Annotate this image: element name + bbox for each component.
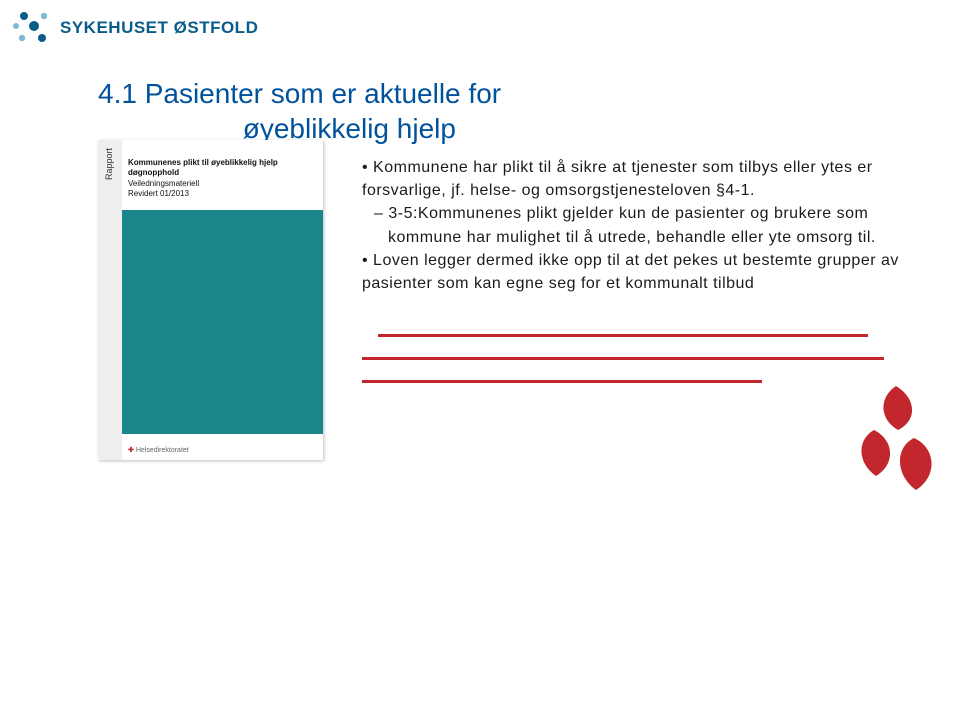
thumb-sidebar-label: Rapport [104,148,114,180]
thumb-title-1: Kommunenes plikt til øyeblikkelig hjelp … [128,158,308,179]
bullet-2: Loven legger dermed ikke opp til at det … [362,249,902,295]
document-thumbnail: Rapport Kommunenes plikt til øyeblikkeli… [98,140,323,460]
slide-heading: 4.1 Pasienter som er aktuelle for kommun… [98,76,501,146]
body-text: Kommunene har plikt til å sikre at tjene… [362,156,902,295]
thumb-title-2: Veiledningsmateriell [128,179,308,189]
thumb-title-3: Revidert 01/2013 [128,189,308,199]
thumb-footer: ✚ Helsedirektoratet [128,446,189,454]
thumb-sidebar: Rapport [98,140,122,460]
bullet-1: Kommunene har plikt til å sikre at tjene… [362,156,902,202]
logo-text: SYKEHUSET ØSTFOLD [60,18,258,38]
underline-1 [378,334,868,337]
underline-3 [362,380,762,383]
heading-line-1: 4.1 Pasienter som er aktuelle for [98,76,501,111]
thumb-title-block: Kommunenes plikt til øyeblikkelig hjelp … [128,158,308,200]
underline-2 [362,357,884,360]
thumb-footer-text: Helsedirektoratet [136,447,189,454]
logo-dots-icon [12,10,52,46]
leaf-decoration-icon [856,386,938,506]
hospital-logo: SYKEHUSET ØSTFOLD [12,10,258,46]
thumb-teal-block [122,210,323,434]
dash-1: 3-5:Kommunenes plikt gjelder kun de pasi… [362,202,902,248]
